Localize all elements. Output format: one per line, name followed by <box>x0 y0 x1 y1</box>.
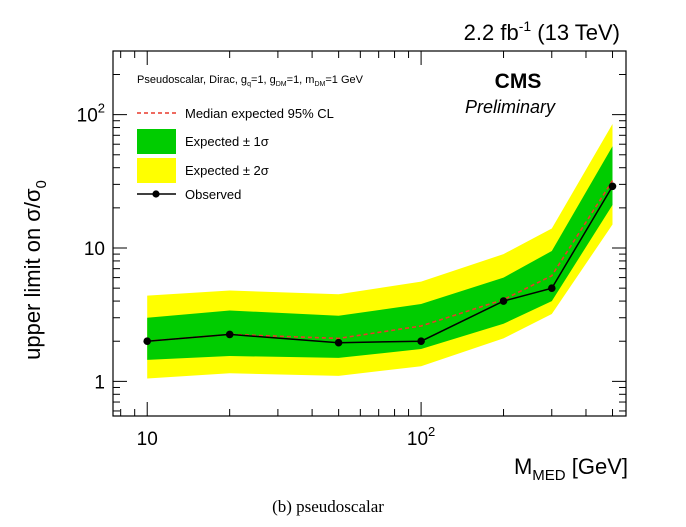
status-label: Preliminary <box>465 97 556 117</box>
observed-point <box>225 330 234 339</box>
legend-band2-label: Expected ± 2σ <box>185 163 269 178</box>
legend-observed-marker <box>152 190 160 198</box>
x-tick-label: 102 <box>407 424 435 450</box>
observed-point <box>143 337 151 346</box>
uncertainty-bands <box>147 124 613 379</box>
legend-expected-label: Median expected 95% CL <box>185 106 334 121</box>
legend: Pseudoscalar, Dirac, gq=1, gDM=1, mDM=1 … <box>137 74 364 202</box>
observed-point <box>608 182 617 191</box>
legend-band1-swatch <box>137 129 176 154</box>
axes <box>112 50 627 417</box>
y-tick-label: 1 <box>94 372 105 393</box>
x-axis-label: MMED [GeV] <box>514 454 628 484</box>
y-tick-label: 102 <box>77 101 105 127</box>
observed-points <box>143 182 617 347</box>
legend-band2-swatch <box>137 158 176 183</box>
tick-labels: 10 102 1 10 102 <box>77 101 436 450</box>
y-axis-label: upper limit on σ/σ0 <box>20 180 50 360</box>
observed-point <box>499 297 508 305</box>
y-tick-label: 10 <box>84 239 105 260</box>
observed-point <box>334 338 343 347</box>
experiment-label: CMS <box>495 70 542 93</box>
expected-limit-line <box>147 180 614 342</box>
observed-point <box>417 337 425 346</box>
band-1sigma <box>147 146 613 360</box>
legend-band1-label: Expected ± 1σ <box>185 134 269 149</box>
x-tick-label: 10 <box>137 429 158 450</box>
legend-observed-label: Observed <box>185 187 241 202</box>
luminosity-label: 2.2 fb-1 (13 TeV) <box>464 18 620 45</box>
observed-point <box>548 284 556 293</box>
plot-frame <box>112 50 627 417</box>
figure-caption: (b) pseudoscalar <box>272 497 384 516</box>
model-label: Pseudoscalar, Dirac, gq=1, gDM=1, mDM=1 … <box>137 74 364 88</box>
